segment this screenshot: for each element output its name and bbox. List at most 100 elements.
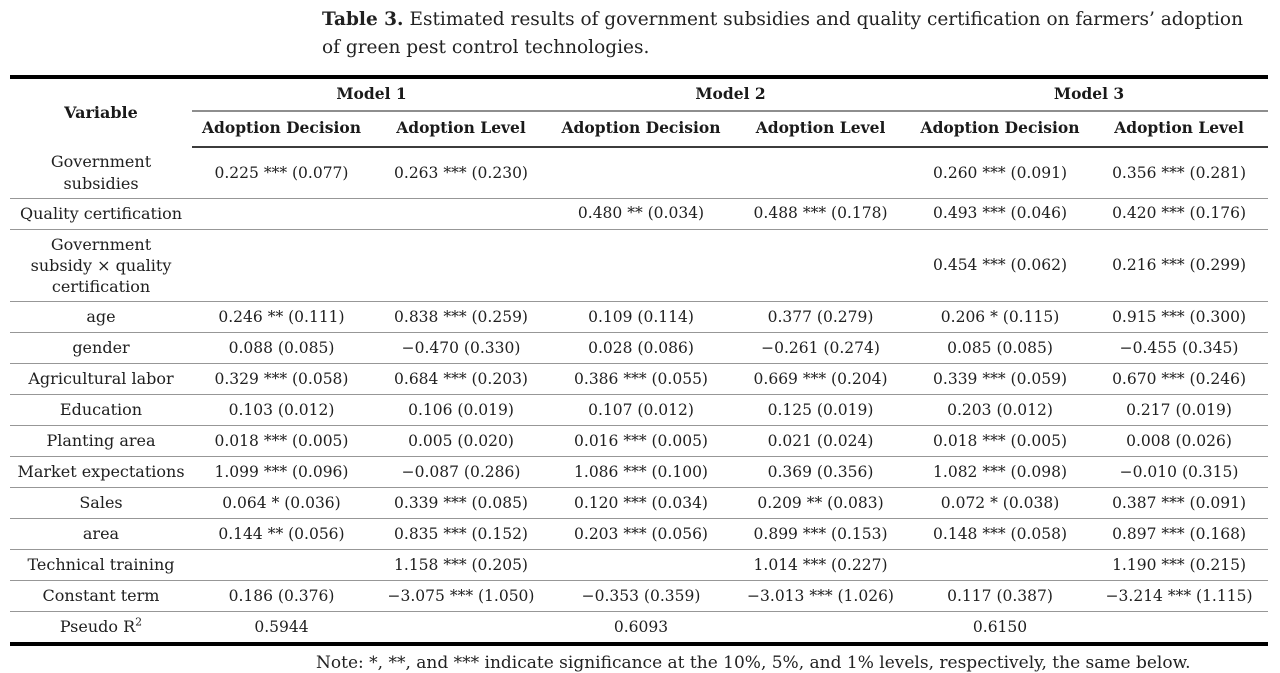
cell: −3.075 *** (1.050) [371, 580, 552, 612]
col-header-adoption-decision-3: Adoption Decision [910, 110, 1091, 149]
table-row-constant-term: Constant term 0.186 (0.376) −3.075 *** (… [10, 580, 1269, 612]
header-row-subheaders: Adoption Decision Adoption Level Adoptio… [10, 110, 1269, 149]
cell: 0.897 *** (0.168) [1090, 518, 1269, 550]
cell [192, 549, 371, 581]
cell: 0.684 *** (0.203) [371, 363, 552, 395]
cell: −3.214 *** (1.115) [1090, 580, 1269, 612]
cell: 0.454 *** (0.062) [910, 229, 1091, 302]
row-label: Sales [10, 487, 192, 519]
cell: 0.117 (0.387) [910, 580, 1091, 612]
cell: 0.064 * (0.036) [192, 487, 371, 519]
table-row-agricultural-labor: Agricultural labor 0.329 *** (0.058) 0.6… [10, 363, 1269, 395]
table-row-area: area 0.144 ** (0.056) 0.835 *** (0.152) … [10, 518, 1269, 550]
cell: 0.203 *** (0.056) [551, 518, 732, 550]
cell: 0.493 *** (0.046) [910, 198, 1091, 230]
cell: 1.158 *** (0.205) [371, 549, 552, 581]
cell: 0.670 *** (0.246) [1090, 363, 1269, 395]
row-label: Pseudo R2 [59, 616, 143, 637]
cell: 1.086 *** (0.100) [551, 456, 732, 488]
col-header-adoption-level-3: Adoption Level [1090, 110, 1269, 149]
cell: 0.225 *** (0.077) [192, 147, 371, 199]
cell: 0.915 *** (0.300) [1090, 301, 1269, 333]
cell: 0.260 *** (0.091) [910, 147, 1091, 199]
row-label: Planting area [10, 425, 192, 457]
cell: 0.107 (0.012) [551, 394, 732, 426]
cell: 0.669 *** (0.204) [731, 363, 911, 395]
table-row-subsidy-x-certification: Government subsidy × quality certificati… [10, 229, 1269, 302]
table-row-technical-training: Technical training 1.158 *** (0.205) 1.0… [10, 549, 1269, 581]
col-header-adoption-decision-1: Adoption Decision [192, 110, 371, 149]
table-row-planting-area: Planting area 0.018 *** (0.005) 0.005 (0… [10, 425, 1269, 457]
cell: 0.005 (0.020) [371, 425, 552, 457]
cell [371, 229, 552, 302]
cell: −0.087 (0.286) [371, 456, 552, 488]
cell: 0.377 (0.279) [731, 301, 911, 333]
cell: 0.085 (0.085) [910, 332, 1091, 364]
cell: 0.356 *** (0.281) [1090, 147, 1269, 199]
col-header-model-3: Model 3 [910, 76, 1269, 112]
cell: 0.838 *** (0.259) [371, 301, 552, 333]
cell: 0.488 *** (0.178) [731, 198, 911, 230]
table-row-sales: Sales 0.064 * (0.036) 0.339 *** (0.085) … [10, 487, 1269, 519]
cell [371, 611, 551, 644]
cell: 0.480 ** (0.034) [551, 198, 732, 230]
cell: 0.018 *** (0.005) [910, 425, 1091, 457]
cell: 0.028 (0.086) [551, 332, 732, 364]
cell: 0.339 *** (0.085) [371, 487, 552, 519]
cell: 0.072 * (0.038) [910, 487, 1091, 519]
table-row-market-expectations: Market expectations 1.099 *** (0.096) −0… [10, 456, 1269, 488]
cell: 0.088 (0.085) [192, 332, 371, 364]
row-label: Quality certification [10, 198, 192, 230]
table-row-quality-certification: Quality certification 0.480 ** (0.034) 0… [10, 198, 1269, 230]
cell [1090, 611, 1268, 644]
cell [731, 229, 911, 302]
cell [551, 147, 732, 199]
cell: 0.369 (0.356) [731, 456, 911, 488]
cell: 0.016 *** (0.005) [551, 425, 732, 457]
cell: 0.899 *** (0.153) [731, 518, 911, 550]
cell: 0.203 (0.012) [910, 394, 1091, 426]
cell: 0.835 *** (0.152) [371, 518, 552, 550]
cell: 0.246 ** (0.111) [192, 301, 371, 333]
page: Table 3. Estimated results of government … [0, 6, 1280, 673]
cell: 0.144 ** (0.056) [192, 518, 371, 550]
cell: 0.420 *** (0.176) [1090, 198, 1269, 230]
row-label: age [10, 301, 192, 333]
cell: 0.263 *** (0.230) [371, 147, 552, 199]
table-caption: Table 3. Estimated results of government … [322, 6, 1262, 62]
row-label: gender [10, 332, 192, 364]
row-label: Market expectations [10, 456, 192, 488]
col-header-model-1: Model 1 [192, 76, 552, 112]
cell: 0.6093 [613, 617, 669, 636]
cell: 0.120 *** (0.034) [551, 487, 732, 519]
cell [731, 611, 910, 644]
cell [371, 198, 552, 230]
cell: 0.386 *** (0.055) [551, 363, 732, 395]
table-row-gender: gender 0.088 (0.085) −0.470 (0.330) 0.02… [10, 332, 1269, 364]
cell: −3.013 *** (1.026) [731, 580, 911, 612]
cell: 0.5944 [254, 617, 309, 636]
cell: 1.099 *** (0.096) [192, 456, 371, 488]
cell: 0.387 *** (0.091) [1090, 487, 1269, 519]
cell: 0.217 (0.019) [1090, 394, 1269, 426]
row-label: Technical training [10, 549, 192, 581]
cell [910, 549, 1091, 581]
cell: −0.470 (0.330) [371, 332, 552, 364]
cell: 1.082 *** (0.098) [910, 456, 1091, 488]
cell: 0.103 (0.012) [192, 394, 371, 426]
table-row-education: Education 0.103 (0.012) 0.106 (0.019) 0.… [10, 394, 1269, 426]
col-header-adoption-level-1: Adoption Level [371, 110, 552, 149]
row-label: Government subsidy × quality certificati… [10, 229, 192, 302]
cell: 0.018 *** (0.005) [192, 425, 371, 457]
table-row-pseudo-r2: Pseudo R2 0.5944 0.6093 0.6150 [10, 611, 1268, 644]
col-header-model-2: Model 2 [551, 76, 911, 112]
cell [551, 229, 732, 302]
cell: 0.339 *** (0.059) [910, 363, 1091, 395]
cell: 0.125 (0.019) [731, 394, 911, 426]
cell: −0.455 (0.345) [1090, 332, 1269, 364]
cell [192, 229, 371, 302]
superscript: 2 [135, 616, 143, 630]
cell: 0.206 * (0.115) [910, 301, 1091, 333]
caption-text: Estimated results of government subsidie… [322, 9, 1243, 58]
cell: 1.190 *** (0.215) [1090, 549, 1269, 581]
